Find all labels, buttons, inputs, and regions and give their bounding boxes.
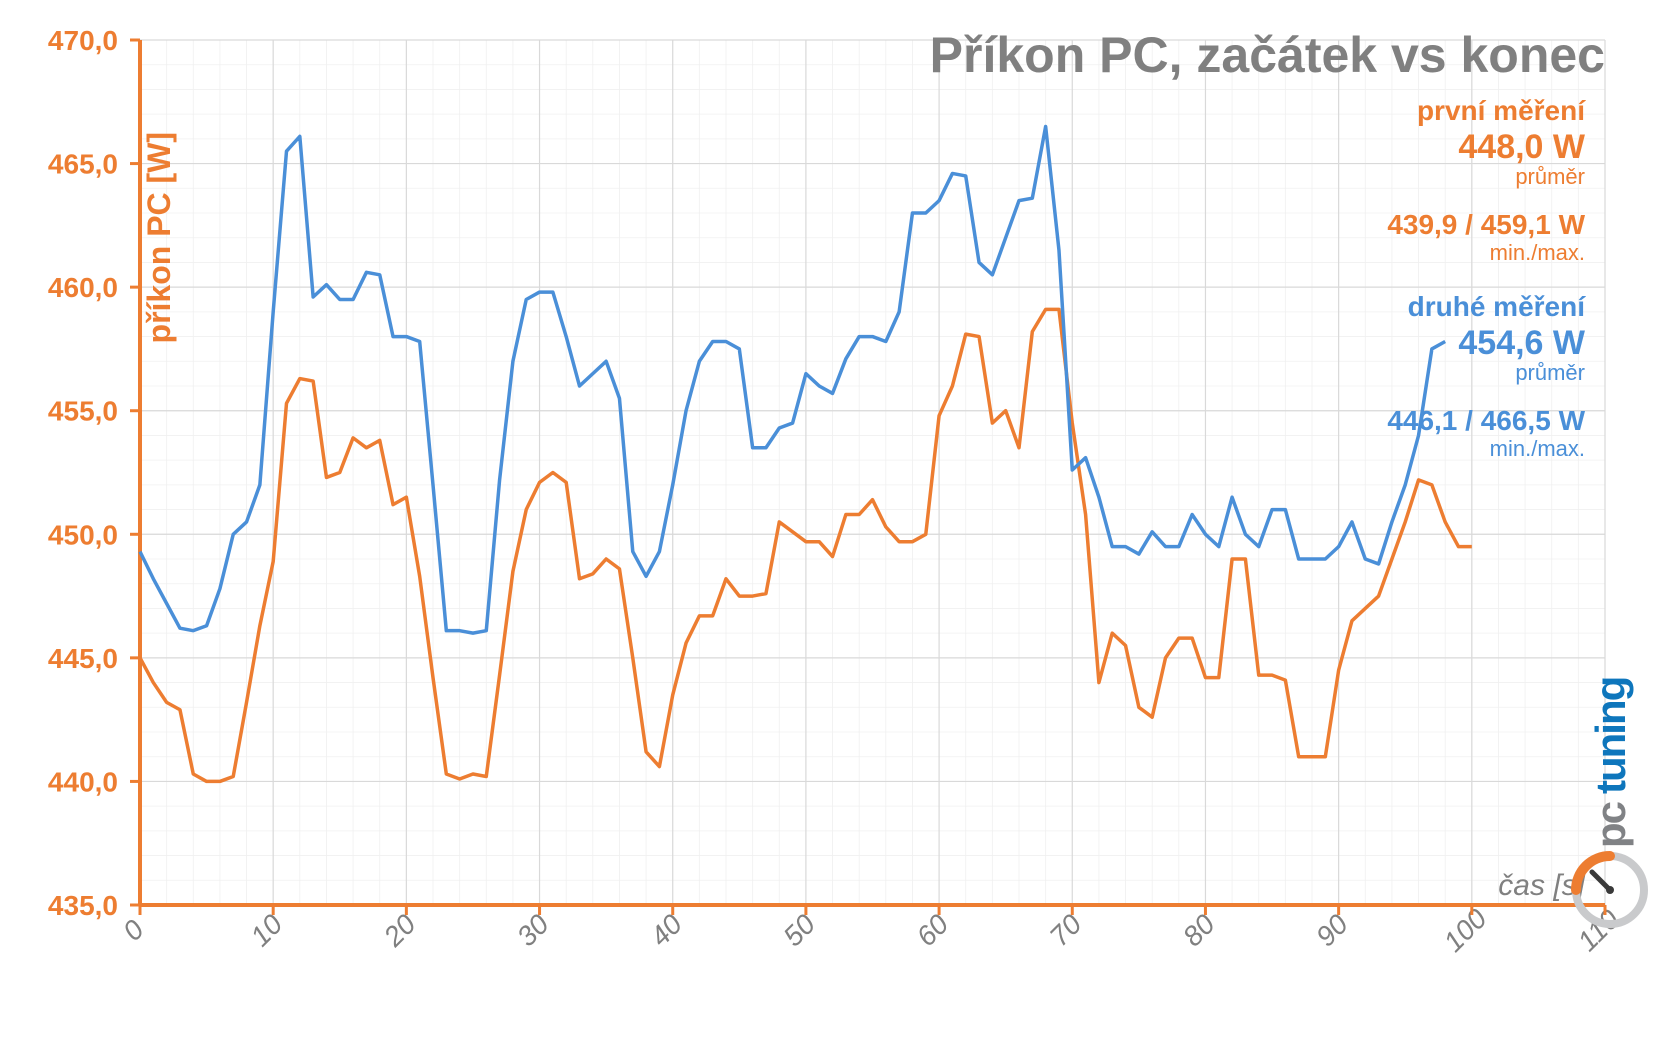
y-tick-label: 470,0 (48, 25, 118, 56)
series1-avg: 448,0 W (1458, 128, 1586, 166)
series2-avg: 454,6 W (1458, 324, 1586, 362)
series2-minmax: 446,1 / 466,5 W (1387, 405, 1585, 436)
series1-name: první měření (1417, 95, 1586, 126)
y-tick-label: 465,0 (48, 149, 118, 180)
series1-avg-sub: průměr (1515, 164, 1585, 189)
series2-avg-sub: průměr (1515, 360, 1585, 385)
chart-container: 435,0 440,0 445,0 450,0 455,0 460,0 465,0 470,0… (0, 0, 1665, 1058)
y-tick-label: 440,0 (48, 766, 118, 797)
y-tick-label: 435,0 (48, 890, 118, 921)
svg-text:tuning: tuning (1587, 678, 1634, 794)
series2-minmax-sub: min./max. (1490, 436, 1585, 461)
chart-title: Příkon PC, začátek vs konec (930, 27, 1605, 83)
series2-name: druhé měření (1408, 291, 1587, 322)
y-tick-label: 450,0 (48, 519, 118, 550)
y-tick-label: 455,0 (48, 396, 118, 427)
y-tick-label: 445,0 (48, 643, 118, 674)
line-chart: 435,0 440,0 445,0 450,0 455,0 460,0 465,0 470,0… (0, 0, 1665, 1058)
y-tick-label: 460,0 (48, 272, 118, 303)
svg-text:pc: pc (1587, 801, 1634, 848)
y-axis-label: příkon PC [W] (141, 132, 177, 344)
series1-minmax-sub: min./max. (1490, 240, 1585, 265)
series1-minmax: 439,9 / 459,1 W (1387, 209, 1585, 240)
